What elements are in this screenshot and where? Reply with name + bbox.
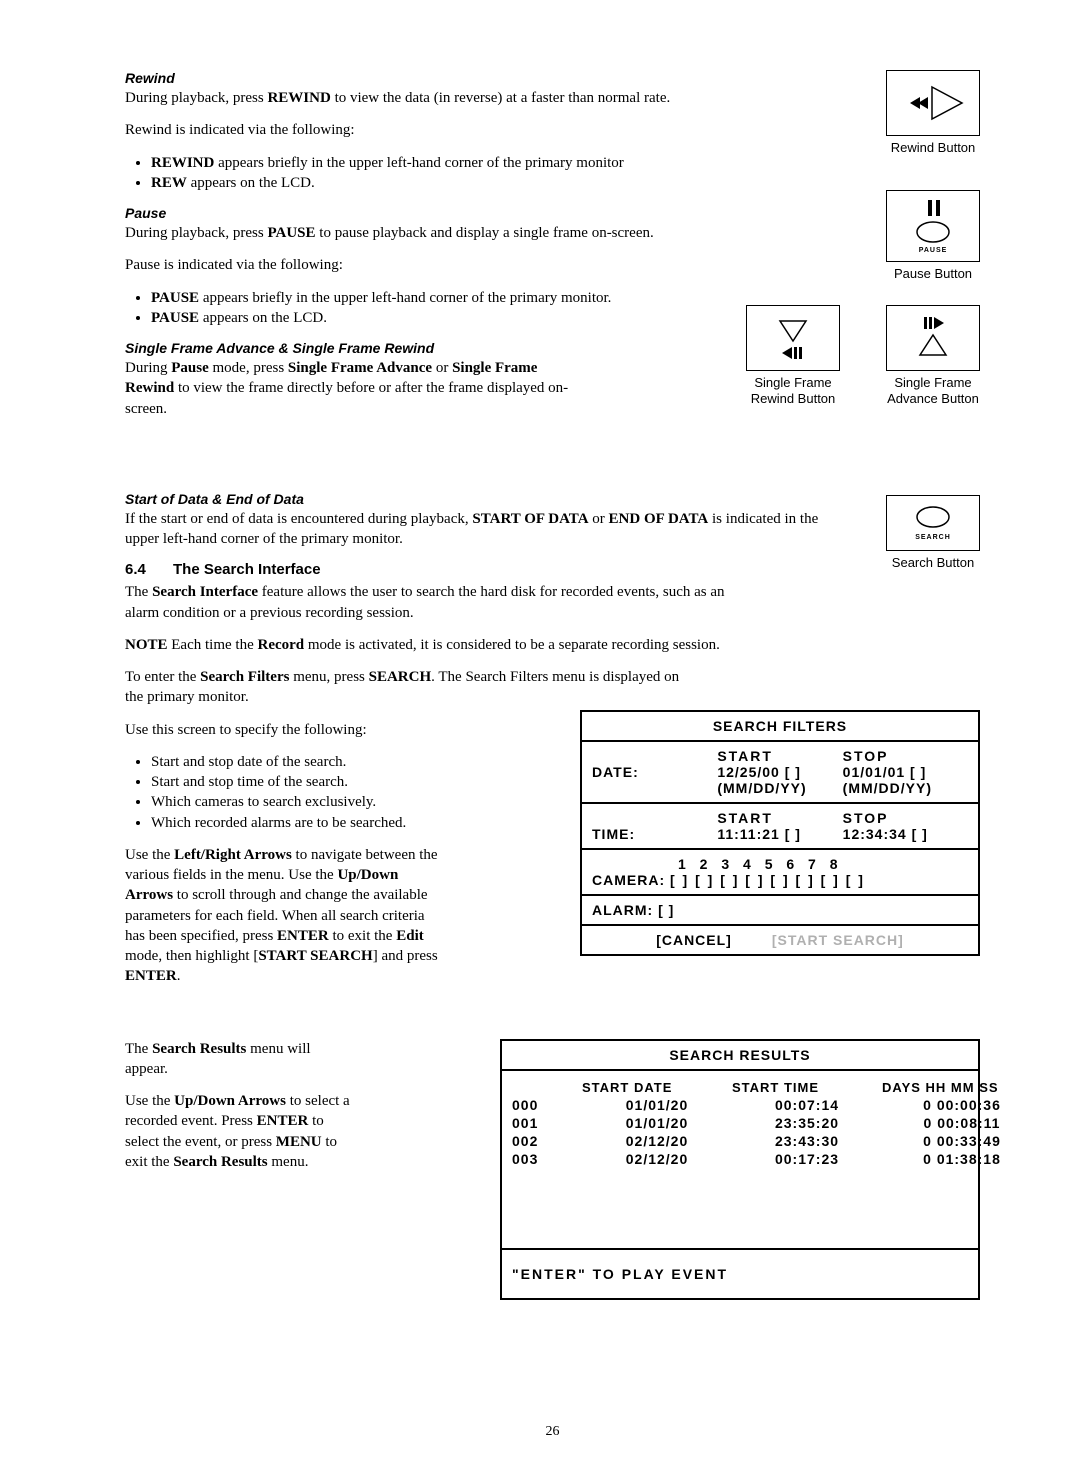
svg-text:SEARCH: SEARCH (915, 534, 951, 541)
rewind-caption: Rewind Button (886, 140, 980, 156)
filters-actions-row: [CANCEL] [START SEARCH] (582, 926, 978, 954)
sfa-heading: Single Frame Advance & Single Frame Rewi… (125, 340, 980, 356)
pause-p2: Pause is indicated via the following: (125, 255, 980, 275)
search-p4: Use the Left/Right Arrows to navigate be… (125, 845, 445, 987)
results-header: START DATE START TIME DAYS HH MM SS (512, 1079, 968, 1096)
svg-text:PAUSE: PAUSE (919, 247, 948, 254)
sod-heading: Start of Data & End of Data (125, 491, 980, 507)
results-row: 00302/12/2000:17:230 01:38:18 (512, 1150, 968, 1168)
search-heading: 6.4The Search Interface (125, 561, 980, 578)
rewind-button-icon (886, 70, 980, 136)
sfr-figure: Single Frame Rewind Button (746, 305, 840, 406)
sfa-p: During Pause mode, press Single Frame Ad… (125, 358, 575, 419)
filters-camera-row: 1 2 3 4 5 6 7 8 CAMERA: [ ] [ ] [ ] [ ] … (582, 850, 978, 896)
results-p2: Use the Up/Down Arrows to select a recor… (125, 1091, 355, 1172)
filters-alarm-row: ALARM: [ ] (582, 896, 978, 926)
search-results-panel: SEARCH RESULTS START DATE START TIME DAY… (500, 1039, 980, 1300)
search-filters-panel: SEARCH FILTERS START STOP DATE: 12/25/00… (580, 710, 980, 956)
pause-button-icon: PAUSE (886, 190, 980, 262)
search-figure: SEARCH Search Button (886, 495, 980, 571)
search-note: NOTE Each time the Record mode is activa… (125, 635, 725, 655)
filters-title: SEARCH FILTERS (582, 712, 978, 742)
results-row: 00202/12/2023:43:300 00:33:49 (512, 1132, 968, 1150)
single-frame-rewind-icon (746, 305, 840, 371)
pause-figure: PAUSE Pause Button (886, 190, 980, 282)
pause-bullets: PAUSE appears briefly in the upper left-… (125, 288, 980, 329)
search-p1: The Search Interface feature allows the … (125, 582, 725, 623)
search-caption: Search Button (886, 555, 980, 571)
filters-date-row: START STOP DATE: 12/25/00 [ ] 01/01/01 [… (582, 742, 978, 804)
filters-time-row: START STOP TIME: 11:11:21 [ ] 12:34:34 [… (582, 804, 978, 850)
cancel-option: [CANCEL] (656, 932, 732, 948)
results-enter: "ENTER" TO PLAY EVENT (502, 1248, 978, 1298)
pause-heading: Pause (125, 205, 980, 221)
rewind-heading: Rewind (125, 70, 980, 86)
rewind-p1: During playback, press REWIND to view th… (125, 88, 725, 108)
rewind-figure: Rewind Button (886, 70, 980, 156)
search-ul: Start and stop date of the search. Start… (125, 752, 445, 833)
start-search-option: [START SEARCH] (772, 932, 904, 948)
pause-caption: Pause Button (886, 266, 980, 282)
sod-p: If the start or end of data is encounter… (125, 509, 835, 550)
results-title: SEARCH RESULTS (502, 1041, 978, 1071)
results-row: 00001/01/2000:07:140 00:00:36 (512, 1096, 968, 1114)
results-row: 00101/01/2023:35:200 00:08:11 (512, 1114, 968, 1132)
pause-p1: During playback, press PAUSE to pause pl… (125, 223, 725, 243)
page-number: 26 (125, 1424, 980, 1440)
rewind-p2: Rewind is indicated via the following: (125, 120, 980, 140)
sfa-caption: Single Frame Advance Button (886, 375, 980, 406)
sfr-caption: Single Frame Rewind Button (746, 375, 840, 406)
search-p2: To enter the Search Filters menu, press … (125, 667, 685, 708)
single-frame-advance-icon (886, 305, 980, 371)
sfa-figure: Single Frame Advance Button (886, 305, 980, 406)
search-p3: Use this screen to specify the following… (125, 720, 445, 740)
results-p1: The Search Results menu will appear. (125, 1039, 355, 1080)
rewind-bullets: REWIND appears briefly in the upper left… (125, 153, 980, 194)
search-button-icon: SEARCH (886, 495, 980, 551)
